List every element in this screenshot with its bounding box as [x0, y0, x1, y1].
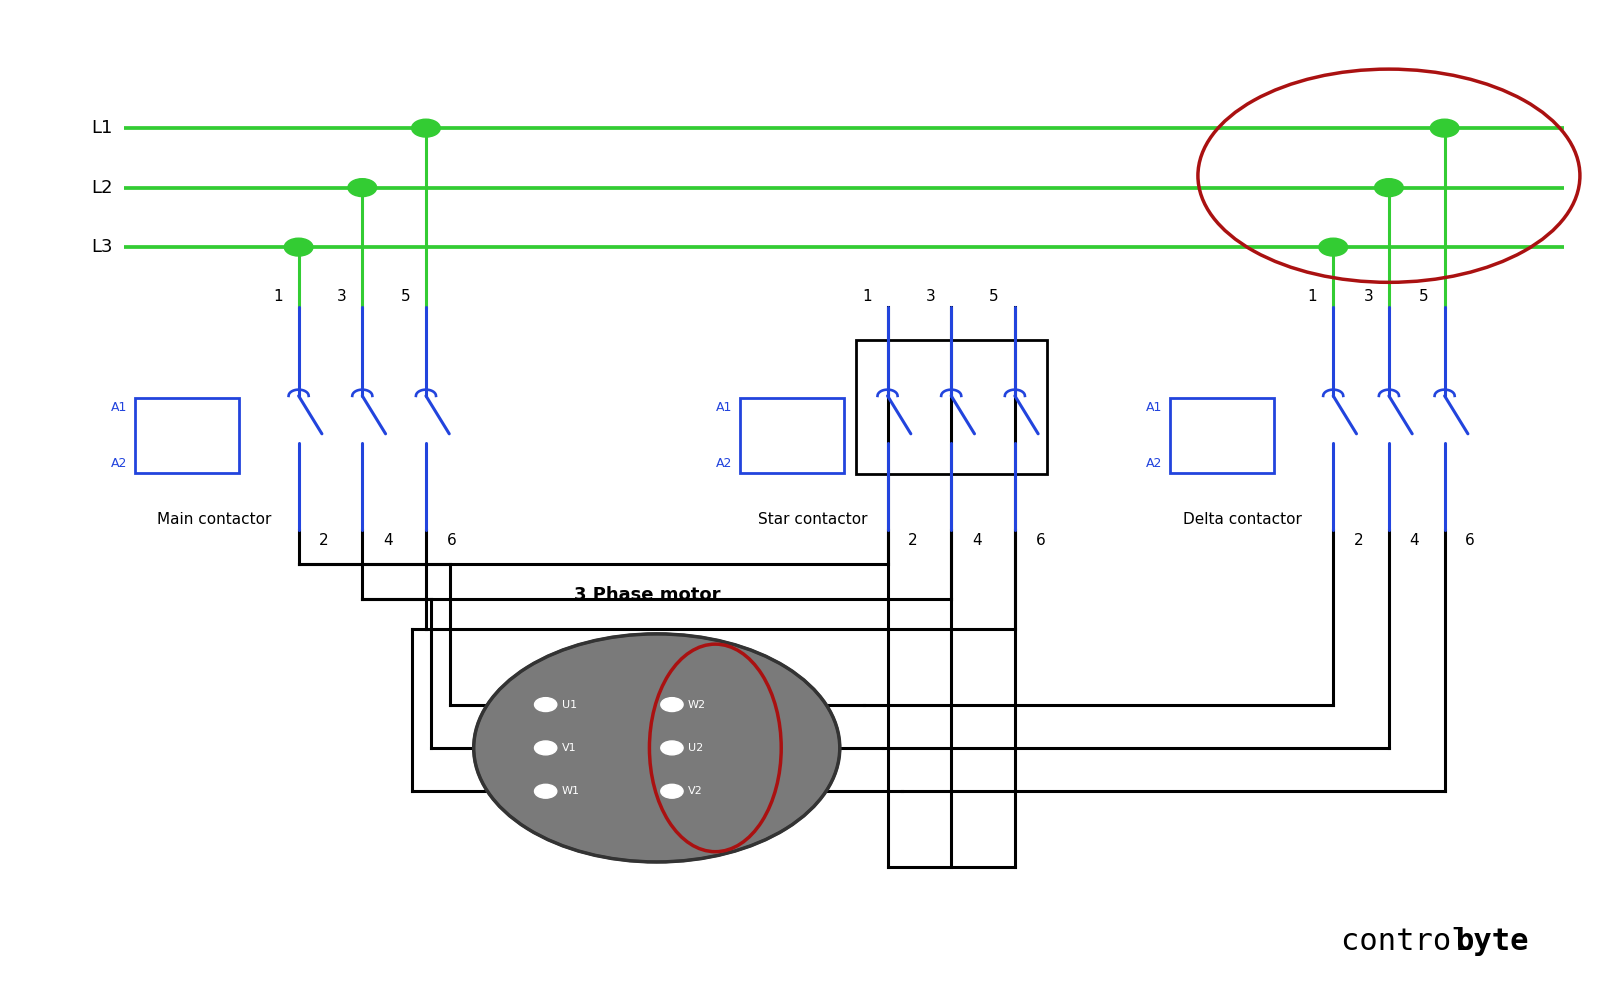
Text: Main contactor: Main contactor — [157, 512, 272, 527]
Bar — [136, 398, 238, 473]
Text: V1: V1 — [562, 743, 576, 753]
Text: 2: 2 — [909, 533, 918, 548]
Text: 3: 3 — [1363, 289, 1373, 304]
Text: Delta contactor: Delta contactor — [1182, 512, 1302, 527]
Text: L1: L1 — [91, 119, 112, 137]
Circle shape — [285, 238, 314, 256]
Text: A2: A2 — [110, 457, 128, 470]
Circle shape — [1430, 119, 1459, 137]
Circle shape — [661, 784, 683, 798]
Text: U2: U2 — [688, 743, 702, 753]
Circle shape — [1374, 179, 1403, 197]
Circle shape — [661, 698, 683, 712]
Text: 6: 6 — [1466, 533, 1475, 548]
Text: L3: L3 — [91, 238, 112, 256]
Text: 5: 5 — [1419, 289, 1429, 304]
Circle shape — [1318, 238, 1347, 256]
Circle shape — [534, 784, 557, 798]
Text: A2: A2 — [1146, 457, 1162, 470]
Text: 6: 6 — [446, 533, 456, 548]
Bar — [856, 340, 1046, 474]
Text: 3: 3 — [336, 289, 347, 304]
Circle shape — [347, 179, 376, 197]
Bar — [1170, 398, 1274, 473]
Text: 1: 1 — [862, 289, 872, 304]
Text: W2: W2 — [688, 700, 706, 710]
Text: byte: byte — [1456, 927, 1530, 956]
Text: 4: 4 — [971, 533, 981, 548]
Circle shape — [534, 698, 557, 712]
Text: L2: L2 — [91, 179, 112, 197]
Text: 6: 6 — [1035, 533, 1045, 548]
Text: A1: A1 — [110, 401, 128, 414]
Text: 3: 3 — [926, 289, 936, 304]
Text: U1: U1 — [562, 700, 576, 710]
Circle shape — [534, 741, 557, 755]
Text: 5: 5 — [400, 289, 410, 304]
Text: 1: 1 — [1307, 289, 1317, 304]
Bar — [741, 398, 843, 473]
Text: A1: A1 — [715, 401, 733, 414]
Circle shape — [474, 634, 840, 862]
Text: 3 Phase motor: 3 Phase motor — [574, 586, 722, 604]
Circle shape — [661, 741, 683, 755]
Text: 1: 1 — [274, 289, 283, 304]
Text: Star contactor: Star contactor — [758, 512, 867, 527]
Text: 4: 4 — [1410, 533, 1419, 548]
Text: control: control — [1341, 927, 1488, 956]
Text: 2: 2 — [1354, 533, 1363, 548]
Text: 5: 5 — [989, 289, 998, 304]
Text: A1: A1 — [1146, 401, 1162, 414]
Circle shape — [411, 119, 440, 137]
Text: 4: 4 — [382, 533, 392, 548]
Text: A2: A2 — [715, 457, 733, 470]
Text: W1: W1 — [562, 786, 579, 796]
Text: 2: 2 — [320, 533, 330, 548]
Text: V2: V2 — [688, 786, 702, 796]
